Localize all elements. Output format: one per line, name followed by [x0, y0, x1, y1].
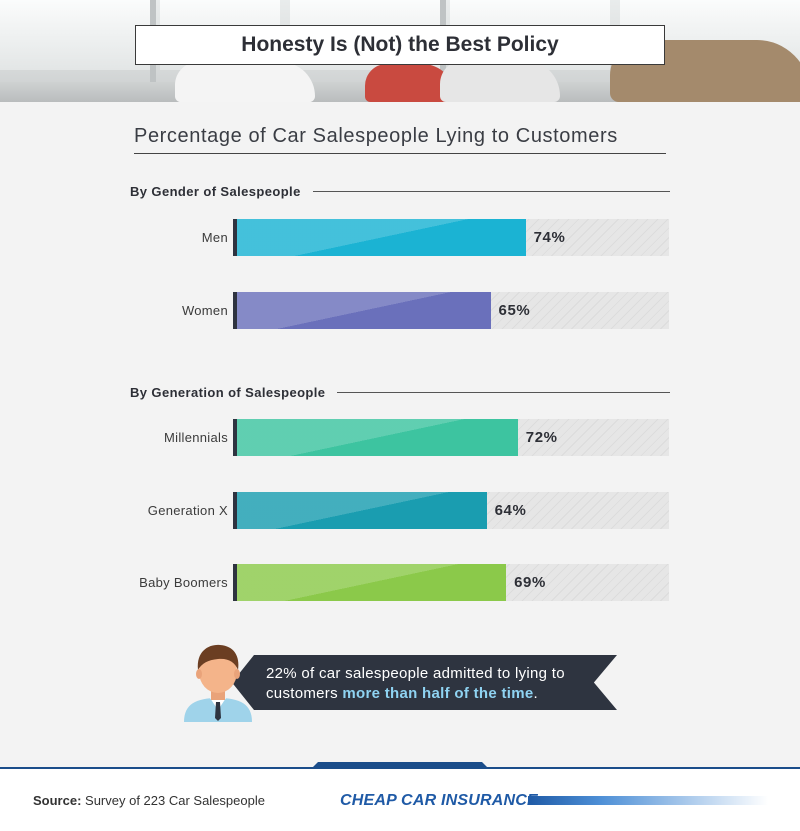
section-gender-title: By Gender of Salespeople: [130, 183, 301, 199]
header-banner: Honesty Is (Not) the Best Policy: [0, 0, 800, 102]
section-gender: By Gender of Salespeople: [130, 181, 670, 201]
bar-label: Men: [201, 230, 228, 245]
callout-text-start: 22% of car salespeople admitted to lying…: [266, 665, 565, 702]
callout-text-end: .: [533, 685, 538, 702]
bar: [237, 419, 518, 456]
salesperson-icon: [184, 644, 252, 722]
car-white: [175, 62, 315, 102]
bar-row-women: Women 65%: [0, 292, 800, 329]
callout-highlight: more than half of the time: [342, 685, 534, 702]
source-text: Survey of 223 Car Salespeople: [81, 793, 265, 808]
bar-label: Generation X: [147, 503, 228, 518]
section-generation-title: By Generation of Salespeople: [130, 384, 326, 400]
callout-text: 22% of car salespeople admitted to lying…: [266, 664, 606, 704]
car-silver: [440, 60, 560, 102]
bar: [237, 292, 491, 329]
bar-label: Baby Boomers: [139, 575, 228, 590]
bar-cap: [233, 492, 237, 529]
logo-wordmark: CHEAP CAR INSURANCE: [340, 792, 538, 809]
bar-row-men: Men 74%: [0, 219, 800, 256]
logo-stripes: [528, 796, 768, 805]
footer: Source: Survey of 223 Car Salespeople CH…: [0, 769, 800, 831]
callout-box: 22% of car salespeople admitted to lying…: [232, 655, 617, 710]
section-generation: By Generation of Salespeople: [130, 382, 670, 402]
bar-value-label: 69%: [514, 574, 546, 591]
bar-row-millennials: Millennials 72%: [0, 419, 800, 456]
showroom-window: [0, 0, 150, 70]
bar-cap: [233, 564, 237, 601]
footer-tab: [310, 762, 490, 770]
bar: [237, 219, 526, 256]
bar-value-label: 72%: [525, 429, 558, 446]
bar-cap: [233, 419, 237, 456]
bar-value-label: 65%: [498, 302, 531, 319]
bar-cap: [233, 219, 237, 256]
bar-label: Women: [181, 303, 228, 318]
bar-value-label: 64%: [494, 502, 527, 519]
source-note: Source: Survey of 223 Car Salespeople: [33, 793, 265, 808]
bar: [237, 564, 507, 601]
source-label: Source:: [33, 793, 82, 808]
page-title: Honesty Is (Not) the Best Policy: [135, 25, 665, 65]
chart-title: Percentage of Car Salespeople Lying to C…: [134, 125, 666, 154]
section-divider: [312, 190, 670, 192]
bar: [237, 492, 487, 529]
bar-cap: [233, 292, 237, 329]
brand-logo: CHEAP CAR INSURANCE: [340, 791, 770, 813]
bar-row-baby-boomers: Baby Boomers 69%: [0, 564, 800, 601]
bar-label: Millennials: [164, 430, 228, 445]
bar-row-generation-x: Generation X 64%: [0, 492, 800, 529]
bar-value-label: 74%: [533, 229, 566, 246]
section-divider: [337, 391, 670, 393]
